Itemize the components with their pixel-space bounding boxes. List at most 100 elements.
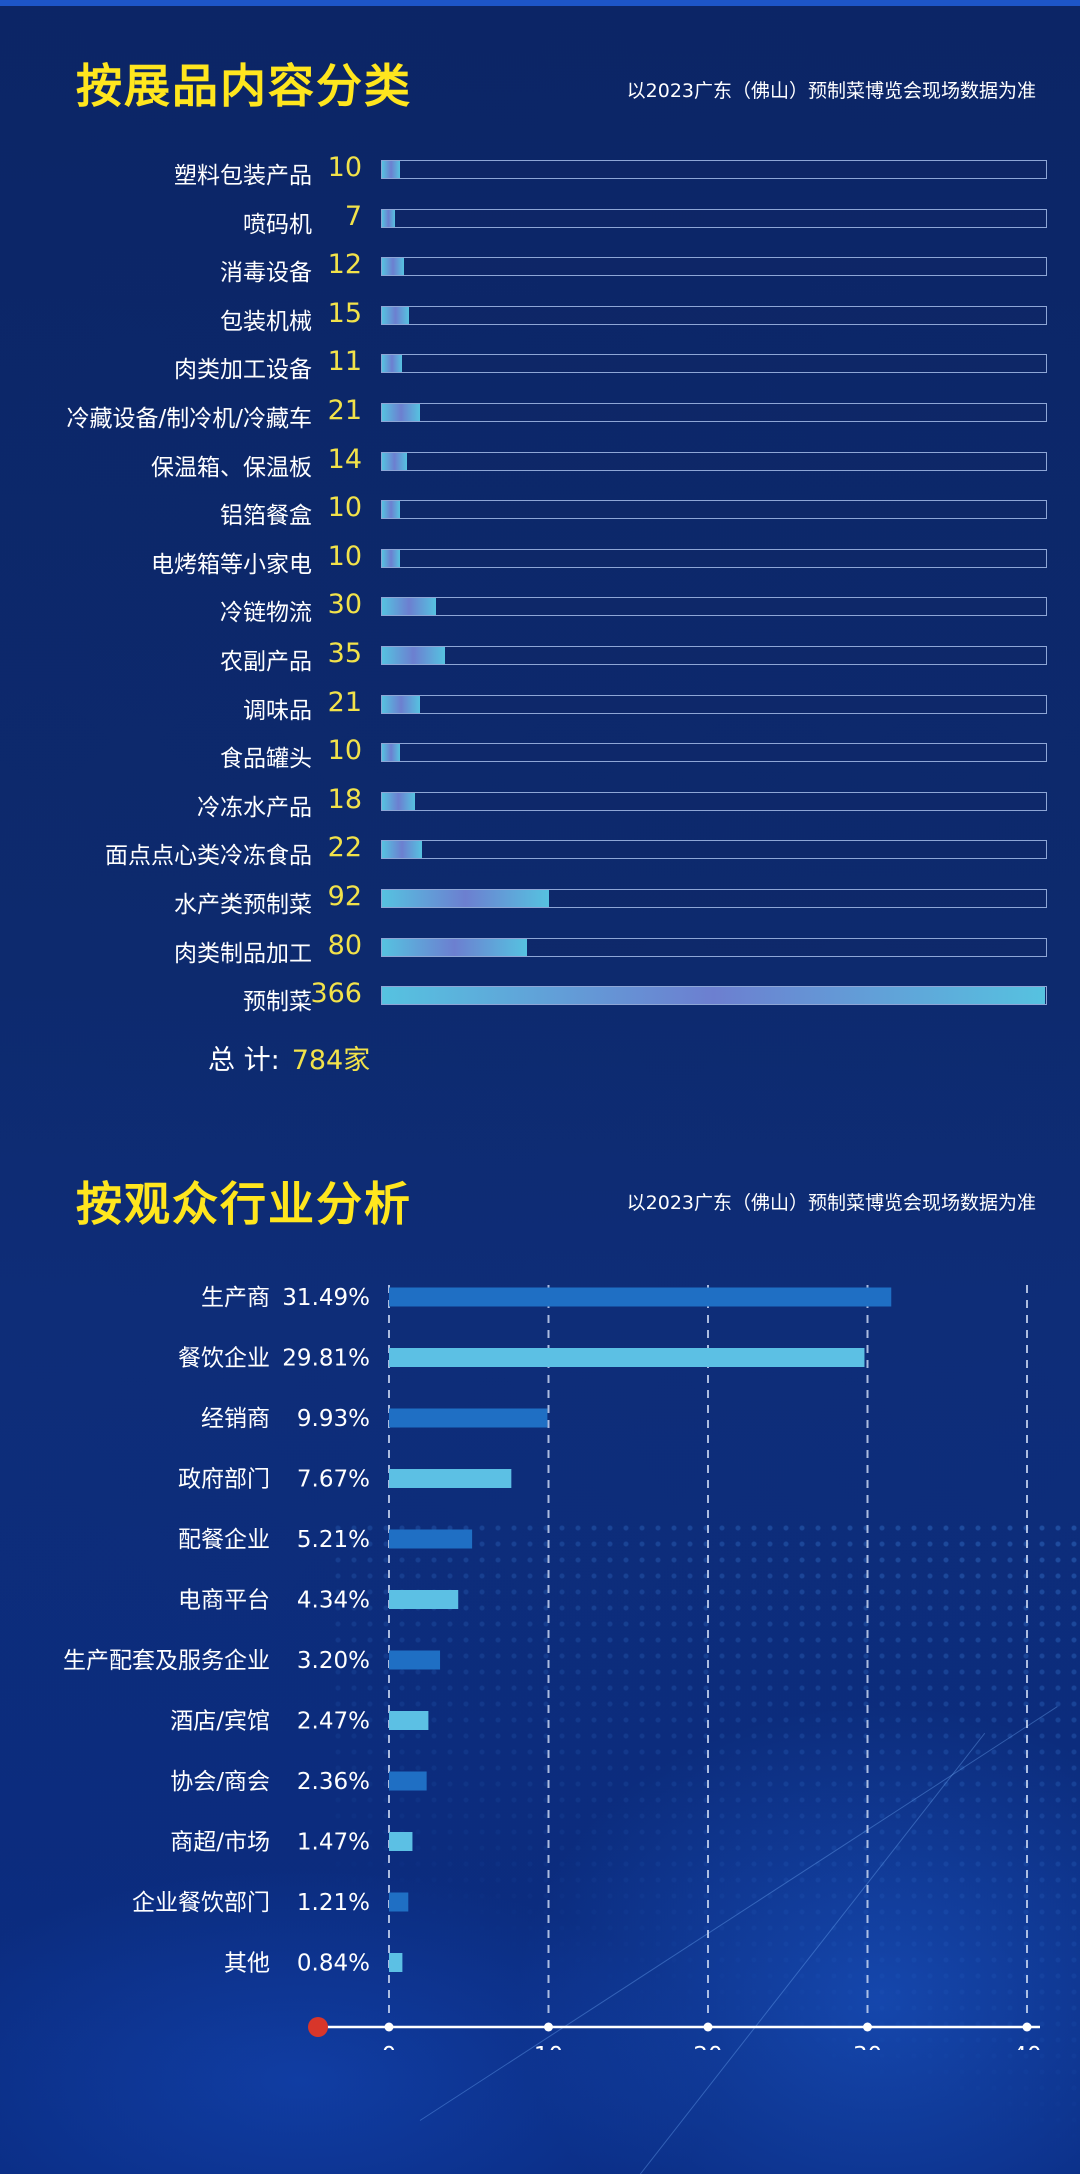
category-label: 政府部门 bbox=[178, 1467, 270, 1493]
axis-tick bbox=[703, 2022, 713, 2032]
total-label: 总 计: bbox=[208, 1045, 280, 1076]
bar-track bbox=[381, 986, 1047, 1006]
bar-track bbox=[381, 305, 1047, 325]
category-row: 水产类预制菜 92 bbox=[0, 881, 1080, 921]
bar-track bbox=[381, 403, 1047, 422]
bar-track bbox=[381, 257, 1047, 277]
axis-tick bbox=[1022, 2022, 1032, 2032]
bar bbox=[382, 647, 446, 664]
category-label: 酒店/宾馆 bbox=[170, 1709, 270, 1735]
bar bbox=[382, 258, 404, 276]
category-row: 面点点心类冷冻食品 22 bbox=[0, 832, 1080, 872]
category-value: 11 bbox=[327, 346, 362, 378]
category-row: 食品罐头 10 bbox=[0, 735, 1080, 775]
background-dot-grid bbox=[330, 1520, 1080, 2174]
value-label: 1.21% bbox=[297, 1890, 370, 1916]
category-value: 15 bbox=[327, 297, 362, 329]
bar-track bbox=[381, 451, 1047, 471]
bar-track bbox=[381, 840, 1047, 860]
category-label: 保温箱、保温板 bbox=[151, 454, 312, 481]
bar bbox=[382, 744, 401, 762]
value-label: 2.36% bbox=[297, 1769, 370, 1795]
total-line: 总 计: 784家 bbox=[208, 1038, 370, 1077]
category-row: 塑料包装产品 10 bbox=[0, 152, 1080, 192]
category-label: 消毒设备 bbox=[220, 260, 312, 287]
x-tick-label: 0 bbox=[382, 2043, 397, 2050]
category-value: 21 bbox=[327, 395, 362, 426]
bar-track bbox=[381, 791, 1047, 811]
bar bbox=[382, 549, 401, 567]
bar bbox=[389, 1771, 427, 1791]
value-label: 0.84% bbox=[297, 1951, 370, 1977]
bar bbox=[389, 1711, 429, 1730]
category-label: 生产配套及服务企业 bbox=[63, 1648, 270, 1674]
category-label: 预制菜 bbox=[243, 989, 312, 1016]
category-value: 92 bbox=[327, 881, 362, 912]
bar-track bbox=[381, 743, 1047, 763]
value-label: 3.20% bbox=[297, 1648, 370, 1674]
bar-track bbox=[381, 597, 1047, 617]
category-row: 调味品 21 bbox=[0, 687, 1080, 727]
bar bbox=[389, 1469, 512, 1488]
bar bbox=[389, 1287, 892, 1307]
category-row: 冷藏设备/制冷机/冷藏车 21 bbox=[0, 395, 1080, 435]
category-value: 7 bbox=[344, 200, 362, 232]
bar-track bbox=[381, 889, 1047, 908]
category-row: 冷链物流 30 bbox=[0, 589, 1080, 629]
bar bbox=[389, 1408, 548, 1428]
bar bbox=[382, 306, 410, 324]
axis-tick bbox=[544, 2022, 553, 2032]
bar bbox=[382, 695, 421, 713]
value-label: 1.47% bbox=[297, 1830, 370, 1856]
value-label: 9.93% bbox=[297, 1406, 370, 1432]
bar-track bbox=[381, 937, 1047, 957]
category-value: 12 bbox=[327, 249, 362, 281]
category-value: 21 bbox=[327, 686, 362, 718]
bar-track bbox=[381, 548, 1047, 568]
bar bbox=[382, 938, 527, 956]
bar bbox=[389, 1953, 403, 1972]
category-label: 其他 bbox=[224, 1951, 270, 1977]
bar-track bbox=[381, 354, 1047, 374]
category-label: 餐饮企业 bbox=[178, 1346, 270, 1372]
axis-tick bbox=[863, 2022, 872, 2032]
category-row: 农副产品 35 bbox=[0, 638, 1080, 678]
category-label: 包装机械 bbox=[220, 308, 312, 335]
bar bbox=[389, 1348, 865, 1367]
category-row: 消毒设备 12 bbox=[0, 249, 1080, 289]
top-accent-strip bbox=[0, 0, 1080, 6]
category-label: 冷冻水产品 bbox=[197, 794, 312, 821]
bar bbox=[382, 890, 549, 907]
background-glow bbox=[0, 1180, 1080, 2174]
category-label: 农副产品 bbox=[220, 649, 312, 675]
value-label: 7.67% bbox=[297, 1467, 370, 1493]
category-row: 预制菜 366 bbox=[0, 978, 1080, 1018]
category-row: 保温箱、保温板 14 bbox=[0, 444, 1080, 484]
category-label: 电商平台 bbox=[178, 1588, 270, 1614]
bar-track bbox=[381, 694, 1047, 714]
bar bbox=[382, 209, 395, 227]
value-label: 4.34% bbox=[297, 1588, 370, 1614]
category-value: 10 bbox=[327, 540, 362, 572]
bar bbox=[382, 355, 402, 373]
bar-track bbox=[381, 160, 1047, 179]
bar-track bbox=[381, 500, 1047, 520]
bar bbox=[389, 1892, 409, 1912]
category-label: 铝箔餐盒 bbox=[220, 503, 312, 530]
axis-start-dot bbox=[308, 2017, 328, 2037]
bar bbox=[389, 1832, 413, 1851]
category-label: 塑料包装产品 bbox=[174, 163, 312, 189]
bar bbox=[382, 598, 437, 616]
category-label: 水产类预制菜 bbox=[174, 892, 312, 918]
category-label: 经销商 bbox=[201, 1406, 270, 1432]
category-value: 10 bbox=[327, 735, 362, 767]
category-label: 商超/市场 bbox=[170, 1830, 270, 1856]
x-tick-label: 30 bbox=[853, 2043, 882, 2050]
value-label: 5.21% bbox=[297, 1527, 370, 1553]
section1-note: 以2023广东（佛山）预制菜博览会现场数据为准 bbox=[626, 80, 1036, 102]
section1-title: 按展品内容分类 bbox=[76, 59, 412, 113]
category-row: 电烤箱等小家电 10 bbox=[0, 541, 1080, 581]
bar-track bbox=[381, 208, 1047, 228]
category-value: 22 bbox=[327, 832, 362, 864]
category-row: 肉类加工设备 11 bbox=[0, 346, 1080, 386]
